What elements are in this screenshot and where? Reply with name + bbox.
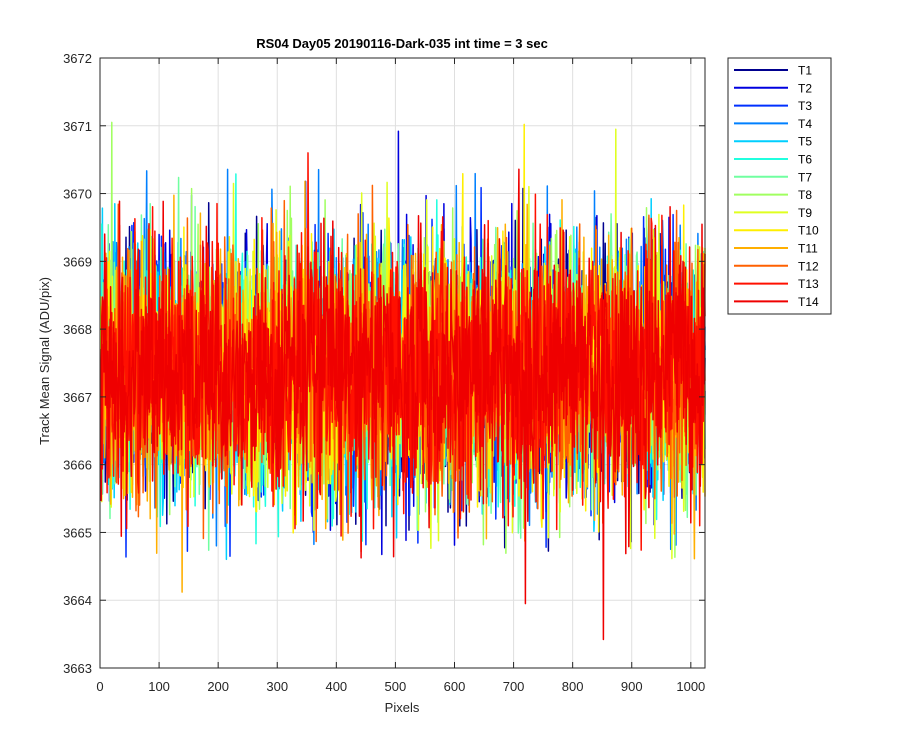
x-axis-label: Pixels [385,700,420,715]
legend-label-t13: T13 [798,277,819,291]
ticks: 0 100 200 300 400 500 600 700 800 900 1000 3663 3664… [63,51,705,694]
x-tick-label: 300 [266,679,288,694]
x-tick-label: 100 [148,679,170,694]
legend-label-t8: T8 [798,188,812,202]
legend: T1 T2 T3 T4 T5 T6 T7 T8 T9 T10 T11 T12 T13 T14 [727,57,832,315]
legend-label-t2: T2 [798,81,812,95]
legend-label-t9: T9 [798,206,812,220]
series-line-t14 [99,168,706,641]
y-tick-label: 3664 [63,593,92,608]
legend-label-t4: T4 [798,117,812,131]
x-tick-label: 500 [385,679,407,694]
y-tick-label: 3672 [63,51,92,66]
legend-label-t7: T7 [798,170,812,184]
x-tick-label: 0 [96,679,103,694]
x-tick-label: 400 [325,679,347,694]
x-tick-label: 200 [207,679,229,694]
y-tick-label: 3670 [63,187,92,202]
x-tick-label: 800 [562,679,584,694]
x-tick-label: 700 [503,679,525,694]
legend-label-t14: T14 [798,295,819,309]
x-tick-label: 1000 [676,679,705,694]
y-tick-label: 3667 [63,390,92,405]
y-tick-label: 3669 [63,254,92,269]
axes-box [99,57,706,669]
y-tick-label: 3671 [63,119,92,134]
legend-label-t6: T6 [798,153,812,167]
legend-label-t10: T10 [798,224,819,238]
legend-label-t11: T11 [798,242,818,256]
y-tick-label: 3666 [63,458,92,473]
y-tick-label: 3665 [63,525,92,540]
legend-box [727,57,832,315]
y-tick-label: 3663 [63,661,92,676]
series-lines [99,121,706,641]
legend-label-t5: T5 [798,135,812,149]
x-tick-label: 600 [444,679,466,694]
legend-label-t12: T12 [798,259,819,273]
y-axis-label: Track Mean Signal (ADU/pix) [37,277,52,445]
legend-label-t1: T1 [798,64,812,78]
y-tick-label: 3668 [63,322,92,337]
chart-title: RS04 Day05 20190116-Dark-035 int time = … [256,36,548,51]
legend-label-t3: T3 [798,99,812,113]
x-tick-label: 900 [621,679,643,694]
